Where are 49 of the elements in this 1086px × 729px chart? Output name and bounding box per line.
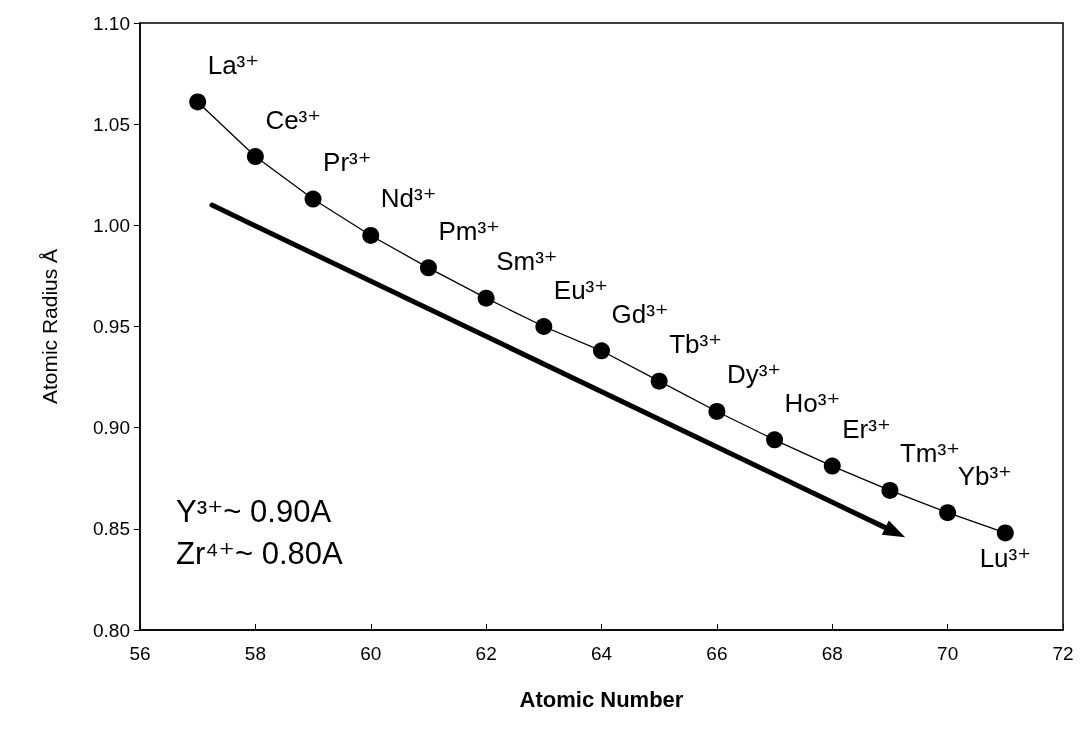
point [766,431,784,449]
annotation: Ce³⁺ [265,104,321,135]
x-tick-label: 70 [937,643,959,664]
point [881,481,899,499]
y-tick-label: 0.95 [93,316,130,337]
annotation: Zr⁴⁺~ 0.80A [176,536,343,572]
x-tick-label: 68 [821,643,843,664]
annotation: Pr³⁺ [323,147,372,178]
y-axis-title: Atomic Radius Å [38,248,61,405]
annotation: Tb³⁺ [669,329,722,360]
x-tick-label: 64 [590,643,613,664]
point [939,504,957,522]
annotation: Yb³⁺ [957,460,1012,491]
y-tick-label: 1.10 [93,12,130,34]
point [419,259,437,277]
x-tick-label: 60 [360,643,382,664]
annotation: Sm³⁺ [496,246,558,277]
point [593,342,610,360]
x-tick-label: 56 [129,643,151,664]
y-tick-label: 1.00 [93,214,130,236]
annotation: Er³⁺ [842,414,891,445]
y-tick-label: 0.90 [93,417,130,439]
annotation: Dy³⁺ [726,359,782,390]
point [708,402,726,420]
annotation: La³⁺ [207,49,259,80]
annotation: Gd³⁺ [611,298,669,329]
point [535,318,553,335]
point [996,524,1014,542]
point [189,93,207,111]
x-tick-label: 62 [475,643,497,664]
point [823,457,841,475]
x-tick-label: 72 [1052,643,1074,664]
annotation: Pm³⁺ [438,215,500,246]
point [304,190,322,208]
point [477,289,495,307]
y-tick-label: 1.05 [93,113,130,135]
annotation: Nd³⁺ [380,183,437,214]
y-tick-label: 0.80 [93,619,130,641]
annotation: Lu³⁺ [979,542,1031,573]
x-tick-label: 66 [706,643,728,664]
y-tick-label: 0.85 [93,518,130,540]
annotation: Eu³⁺ [553,274,608,305]
point [246,148,264,166]
x-tick-label: 58 [244,643,266,664]
annotation: Ho³⁺ [784,387,841,418]
point [362,226,380,244]
point [650,372,668,390]
annotation: Y³⁺~ 0.90A [176,494,332,530]
x-axis-title: Atomic Number [519,686,684,712]
